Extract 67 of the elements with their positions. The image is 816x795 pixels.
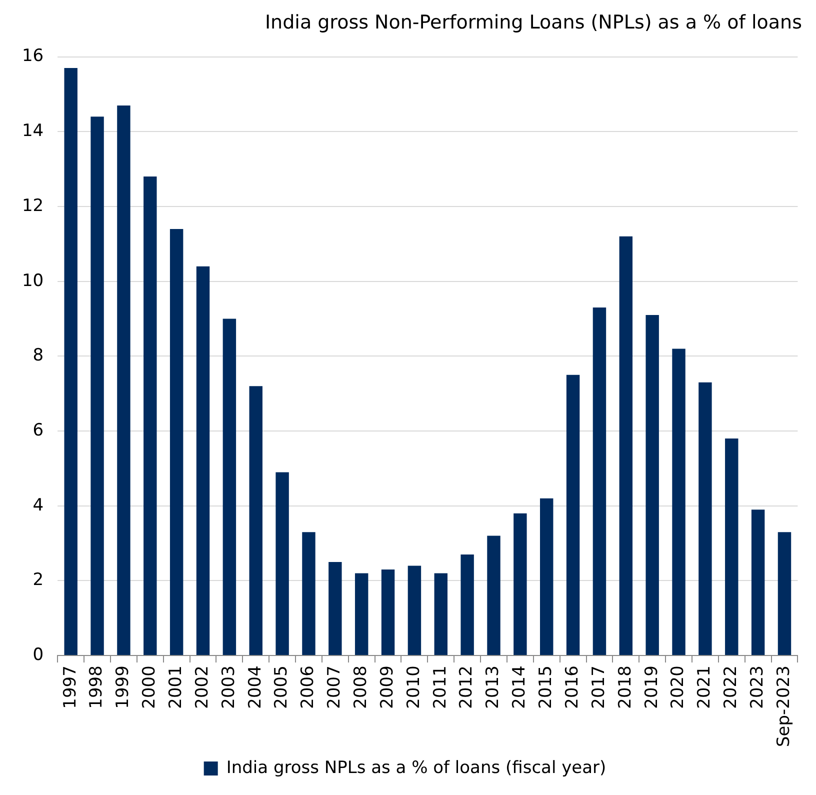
x-tick-label: 1999: [113, 666, 134, 709]
bar: [354, 573, 368, 656]
y-tick-label: 16: [22, 46, 44, 66]
x-tick-label: 2019: [642, 666, 662, 709]
x-tick-label: 2005: [272, 666, 292, 709]
x-tick-label: 2021: [694, 666, 715, 709]
bar: [646, 315, 659, 656]
bar: [408, 566, 422, 656]
bar: [540, 498, 554, 656]
x-tick-label: 2016: [562, 666, 582, 709]
bar: [64, 68, 78, 656]
legend-label: India gross NPLs as a % of loans (fiscal year): [226, 758, 606, 778]
bar: [381, 569, 395, 656]
y-tick-label: 2: [32, 570, 44, 590]
bar: [222, 318, 236, 656]
x-tick-label: 2011: [430, 666, 450, 709]
x-tick-label: 2013: [483, 666, 504, 709]
y-tick-label: 12: [22, 196, 44, 216]
bar: [698, 382, 712, 656]
y-tick-label: 10: [22, 270, 44, 291]
y-tick-label: 4: [32, 495, 44, 516]
x-tick-label: 2020: [668, 666, 688, 709]
x-tick-label: 2010: [404, 666, 424, 709]
bar: [434, 573, 448, 656]
bar: [778, 532, 792, 656]
bar: [460, 554, 474, 656]
x-tick-label: 2022: [721, 666, 742, 709]
x-tick-label: 2017: [588, 666, 609, 709]
bar: [514, 513, 527, 656]
x-tick-label: 2012: [456, 666, 477, 709]
bar: [170, 228, 184, 656]
x-tick-label: 2004: [245, 666, 266, 709]
bar: [672, 348, 686, 656]
y-tick-label: 6: [32, 420, 44, 440]
y-tick-label: 14: [22, 121, 44, 142]
x-tick-label: 2014: [510, 666, 530, 709]
x-tick-label: Sep-2023: [774, 666, 794, 748]
x-tick-label: 2018: [615, 666, 636, 709]
bar: [249, 386, 262, 656]
x-tick-label: 1997: [60, 666, 80, 709]
y-tick-label: 8: [32, 346, 44, 366]
y-tick-label: 0: [32, 644, 44, 665]
bar: [592, 308, 606, 656]
bar: [487, 536, 500, 656]
x-tick-label: 2007: [324, 666, 345, 709]
bar: [566, 374, 580, 656]
bar: [144, 176, 157, 656]
x-tick-label: 2023: [747, 666, 768, 709]
x-tick-label: 2002: [192, 666, 212, 709]
x-tick-label: 2015: [536, 666, 556, 709]
bar: [619, 236, 633, 656]
x-tick-label: 2006: [298, 666, 318, 709]
bar: [328, 562, 342, 656]
chart-title: India gross Non-Performing Loans (NPLs) as a % of loans: [264, 11, 802, 34]
bar: [302, 532, 316, 656]
x-tick-label: 2001: [166, 666, 186, 709]
x-tick-label: 2008: [351, 666, 372, 709]
bar: [276, 472, 289, 656]
x-tick-label: 1998: [86, 666, 107, 709]
bar: [117, 105, 130, 656]
bar: [751, 510, 765, 656]
x-tick-label: 2003: [218, 666, 239, 709]
bar: [725, 438, 738, 656]
x-tick-label: 2009: [377, 666, 398, 709]
bar: [196, 266, 210, 656]
x-tick-label: 2000: [140, 666, 160, 709]
bar: [90, 116, 104, 656]
